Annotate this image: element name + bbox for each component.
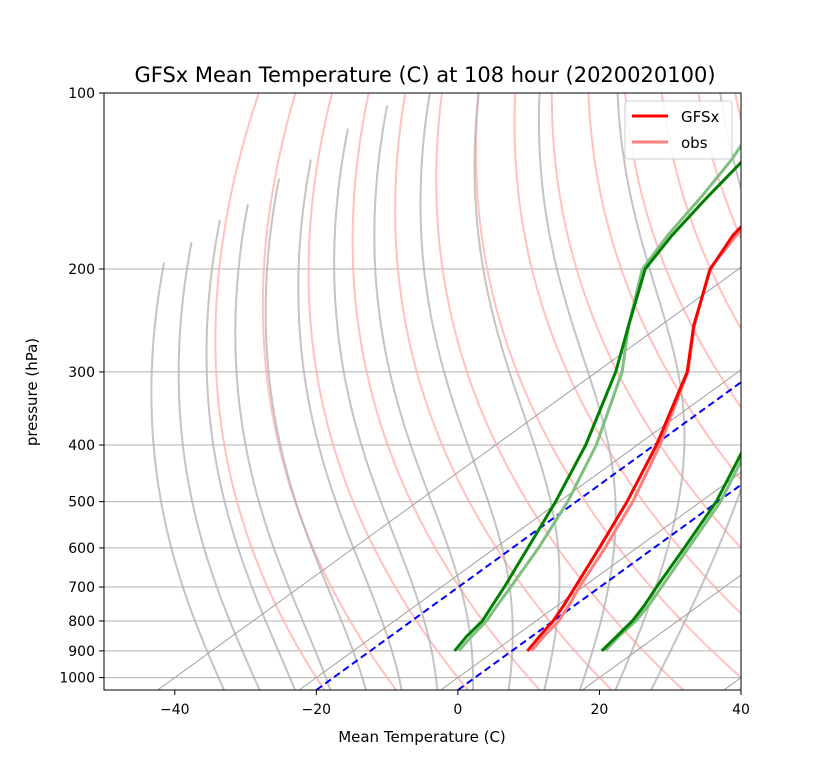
y-axis: 100 200 300 400 500 600 700 800 900 1000 (59, 86, 104, 687)
dry-adiabat (730, 66, 823, 692)
y-tick-label: 1000 (59, 671, 95, 687)
legend: GFSx obs (625, 101, 732, 159)
y-tick-label: 700 (68, 580, 95, 596)
chart-title: GFSx Mean Temperature (C) at 108 hour (2… (134, 63, 715, 87)
dry-adiabat (766, 66, 823, 692)
y-tick-label: 500 (68, 495, 95, 511)
y-tick-label: 300 (68, 365, 95, 381)
x-tick-label: 20 (591, 702, 609, 718)
x-tick-label: −40 (160, 702, 190, 718)
x-axis-label: Mean Temperature (C) (338, 728, 506, 746)
y-tick-label: 400 (68, 438, 95, 454)
dry-adiabat (801, 66, 823, 692)
y-axis-label: pressure (hPa) (23, 338, 41, 446)
x-tick-label: −20 (302, 702, 332, 718)
y-tick-label: 800 (68, 614, 95, 630)
y-tick-label: 900 (68, 644, 95, 660)
x-axis: −40 −20 0 20 40 (160, 690, 750, 718)
x-tick-label: 40 (732, 702, 750, 718)
legend-label-gfsx: GFSx (681, 108, 720, 126)
y-tick-label: 200 (68, 262, 95, 278)
y-tick-label: 600 (68, 541, 95, 557)
x-tick-label: 0 (453, 702, 462, 718)
legend-label-obs: obs (681, 134, 708, 152)
y-tick-label: 100 (68, 86, 95, 102)
